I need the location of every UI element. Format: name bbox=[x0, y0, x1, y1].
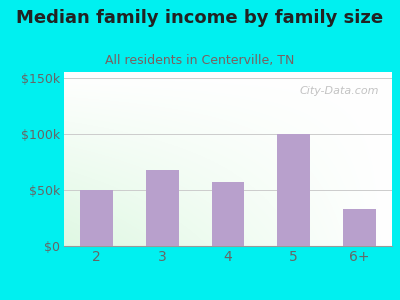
Text: City-Data.com: City-Data.com bbox=[299, 86, 379, 96]
Text: Median family income by family size: Median family income by family size bbox=[16, 9, 384, 27]
Bar bbox=[146, 170, 179, 246]
Bar bbox=[277, 134, 310, 246]
Bar bbox=[80, 190, 113, 246]
Bar bbox=[212, 182, 244, 246]
Bar bbox=[343, 209, 376, 246]
Text: All residents in Centerville, TN: All residents in Centerville, TN bbox=[105, 54, 295, 67]
